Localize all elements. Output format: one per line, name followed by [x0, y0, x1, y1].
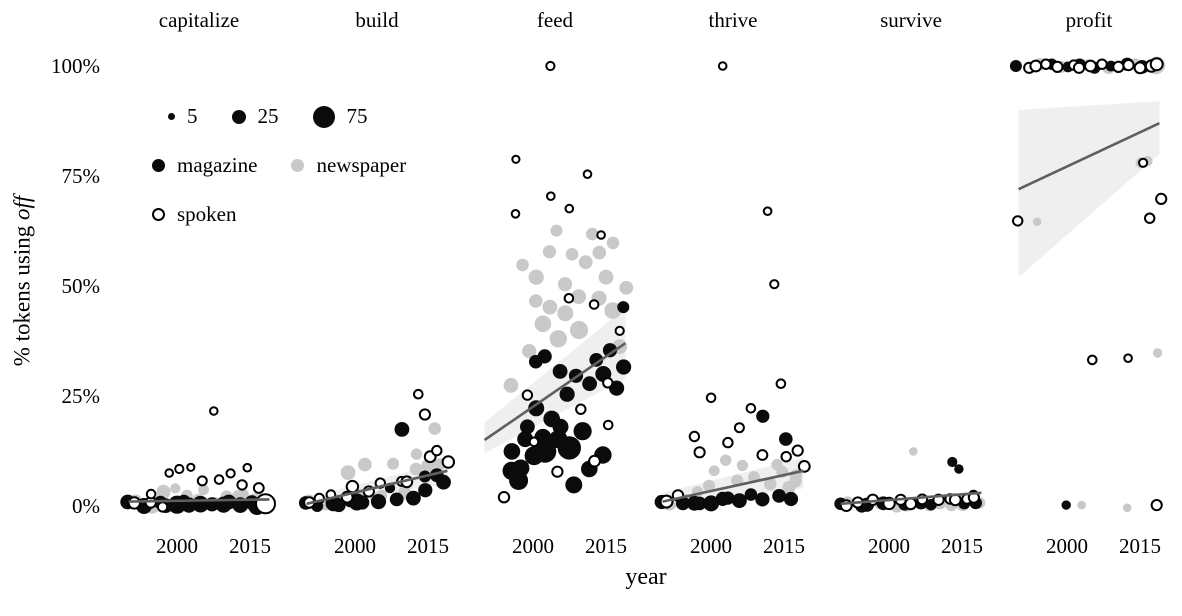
x-tick-label: 2015: [407, 534, 449, 558]
x-tick-label: 2015: [229, 534, 271, 558]
panel-capitalize-plot: [120, 406, 276, 515]
panel-build: [288, 36, 466, 526]
x-tick-label: 2000: [512, 534, 554, 558]
x-tick-label: 2000: [334, 534, 376, 558]
y-tick-label-25: 25%: [61, 384, 101, 408]
panel-build-plot: [298, 388, 456, 513]
x-axis-title: year: [625, 564, 667, 590]
panel-profit-plot: [1009, 56, 1168, 513]
legend-series-magazine: magazine: [152, 153, 257, 178]
spoken-circle-icon: [152, 208, 165, 221]
facet-title-survive: survive: [880, 8, 942, 32]
panel-capitalize: [110, 36, 288, 526]
x-tick-label: 2015: [1119, 534, 1161, 558]
panel-survive: [822, 36, 1000, 526]
legend-size-row: 5 25 75: [168, 104, 406, 129]
x-axis-ticks: 2000 2015 2000 2015 2000 2015 2000 2015 …: [0, 526, 1182, 560]
x-tick-label: 2000: [690, 534, 732, 558]
x-tick-label: 2015: [585, 534, 627, 558]
y-axis-title-text: % tokens using off: [9, 195, 34, 367]
magazine-dot-icon: [152, 159, 165, 172]
y-tick-label-50: 50%: [61, 274, 101, 298]
y-tick-label-0: 0%: [72, 494, 100, 518]
panel-feed-plot: [483, 60, 634, 504]
size-25-dot-icon: [231, 109, 246, 124]
legend-series-label: newspaper: [316, 153, 407, 177]
legend-size-label: 5: [187, 104, 198, 128]
x-ticks-feed: 2000 2015: [466, 526, 644, 560]
x-ticks-build: 2000 2015: [288, 526, 466, 560]
legend-size-item-75: 75: [312, 104, 368, 129]
y-tick-label-100: 100%: [51, 54, 100, 78]
facet-title-profit: profit: [1065, 8, 1113, 32]
x-ticks-capitalize: 2000 2015: [110, 526, 288, 560]
legend-size-label: 25: [257, 104, 279, 128]
size-5-dot-icon: [168, 113, 175, 120]
x-tick-label: 2000: [868, 534, 910, 558]
x-ticks-profit: 2000 2015: [1000, 526, 1178, 560]
legend-size-item-25: 25: [231, 104, 279, 129]
plot-region: % tokens using off 100% 75% 50% 25% 0%: [0, 36, 1182, 526]
panel-profit: [1000, 36, 1178, 526]
y-axis-title: % tokens using off: [0, 36, 44, 526]
facet-title-build: build: [355, 8, 399, 32]
size-75-dot-icon: [312, 105, 335, 128]
facet-title-thrive: thrive: [708, 8, 758, 32]
y-tick-label-75: 75%: [61, 164, 101, 188]
x-tick-label: 2000: [1046, 534, 1088, 558]
x-tick-label: 2000: [156, 534, 198, 558]
panels-container: [110, 36, 1178, 526]
newspaper-dot-icon: [291, 159, 305, 172]
legend-series-label: magazine: [177, 153, 258, 177]
legend-register-row-2: spoken: [152, 202, 406, 227]
legend-register-row-1: magazine newspaper: [152, 153, 406, 178]
panel-feed: [466, 36, 644, 526]
y-axis-ticks: 100% 75% 50% 25% 0%: [44, 36, 110, 526]
legend-series-label: spoken: [177, 202, 237, 226]
legend-series-newspaper: newspaper: [291, 153, 406, 178]
y-axis-title-italic: off: [9, 195, 34, 220]
facet-titles-row: capitalize build feed thrive survive pro…: [0, 6, 1182, 36]
x-ticks-survive: 2000 2015: [822, 526, 1000, 560]
legend: 5 25 75 magazine newspaper: [152, 104, 406, 227]
legend-size-item-5: 5: [168, 104, 198, 129]
panel-thrive-plot: [654, 61, 811, 512]
facet-title-capitalize: capitalize: [158, 8, 240, 32]
x-tick-label: 2015: [763, 534, 805, 558]
x-ticks-thrive: 2000 2015: [644, 526, 822, 560]
panel-survive-plot: [834, 447, 986, 513]
legend-size-label: 75: [346, 104, 368, 128]
facet-title-feed: feed: [536, 8, 574, 32]
panel-thrive: [644, 36, 822, 526]
x-tick-label: 2015: [941, 534, 983, 558]
legend-series-spoken: spoken: [152, 202, 237, 227]
